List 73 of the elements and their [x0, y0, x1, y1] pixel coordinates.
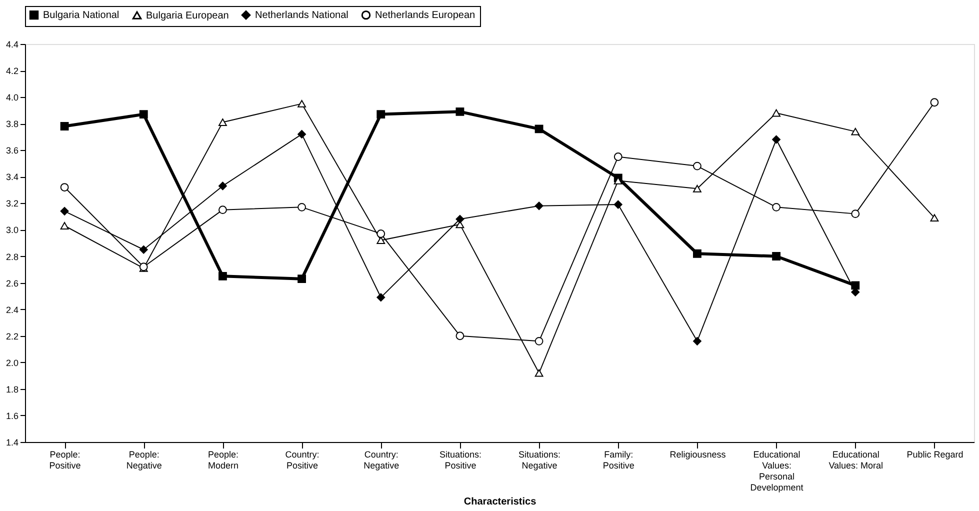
point	[298, 130, 306, 138]
point	[218, 272, 227, 280]
point	[693, 162, 702, 170]
point	[772, 109, 780, 117]
point	[60, 222, 69, 230]
point	[298, 100, 306, 108]
point	[930, 214, 939, 222]
point	[298, 274, 306, 284]
point	[218, 118, 227, 126]
point	[614, 200, 622, 209]
point	[534, 336, 544, 346]
point	[772, 135, 780, 144]
point	[851, 210, 860, 218]
x-axis-title: Characteristics	[464, 496, 537, 508]
y-tick-label: 2.4	[6, 304, 18, 315]
point	[693, 249, 702, 258]
point	[456, 332, 464, 340]
point	[930, 98, 939, 107]
point	[218, 182, 227, 190]
y-tick-label: 4.2	[6, 66, 18, 76]
point	[60, 206, 69, 216]
x-tick-label: Situations: Negative	[518, 450, 561, 470]
x-tick-label: People: Modern	[208, 450, 238, 470]
legend-label: Netherlands National	[255, 10, 348, 22]
point	[693, 336, 702, 346]
point	[60, 122, 69, 130]
y-tick-label: 2.6	[6, 278, 18, 288]
point	[534, 202, 544, 210]
point	[139, 110, 148, 119]
y-tick-label: 4.0	[6, 92, 18, 103]
legend-label: Netherlands European	[375, 10, 476, 22]
point	[772, 202, 780, 212]
point	[376, 236, 386, 244]
x-tick-label: Educational Values: Personal Development	[750, 450, 804, 492]
x-tick-label: Country: Positive	[285, 450, 320, 470]
y-tick-label: 1.6	[6, 410, 18, 421]
y-tick-label: 3.0	[6, 225, 18, 236]
y-tick-label: 3.6	[6, 146, 18, 156]
point	[456, 107, 464, 116]
x-tick-label: Public Regard	[906, 450, 964, 460]
y-tick-label: 3.8	[6, 119, 18, 130]
y-tick-label: 1.8	[6, 384, 18, 394]
point	[139, 245, 148, 254]
y-tick-label: 3.4	[6, 172, 18, 182]
y-tick-label: 2.8	[6, 252, 18, 262]
y-tick-label: 1.4	[6, 438, 18, 448]
point	[534, 124, 544, 134]
point	[851, 281, 860, 290]
point	[534, 369, 544, 377]
point	[376, 110, 386, 119]
x-tick-label: People: Positive	[49, 450, 81, 470]
point	[376, 230, 386, 238]
x-tick-label: Country: Negative	[364, 450, 400, 470]
point	[456, 214, 464, 224]
point	[693, 184, 702, 192]
x-tick-label: Religiousness	[670, 450, 726, 460]
x-tick-label: Situations: Positive	[439, 450, 482, 470]
x-tick-label: Educational Values: Moral	[828, 450, 884, 470]
x-tick-label: Family: Positive	[602, 450, 634, 470]
point	[772, 252, 780, 260]
y-tick-label: 2.0	[6, 358, 18, 368]
point	[376, 293, 386, 302]
point	[218, 206, 227, 214]
point	[298, 202, 306, 212]
point	[614, 152, 622, 161]
legend-label: Bulgaria National	[43, 10, 120, 22]
point	[851, 128, 860, 136]
y-tick-label: 2.2	[6, 331, 18, 342]
y-tick-label: 3.2	[6, 198, 18, 209]
y-tick-label: 4.4	[6, 40, 18, 50]
legend-label: Bulgaria European	[146, 10, 229, 22]
x-tick-label: People: Negative	[126, 450, 162, 470]
point	[60, 183, 69, 192]
